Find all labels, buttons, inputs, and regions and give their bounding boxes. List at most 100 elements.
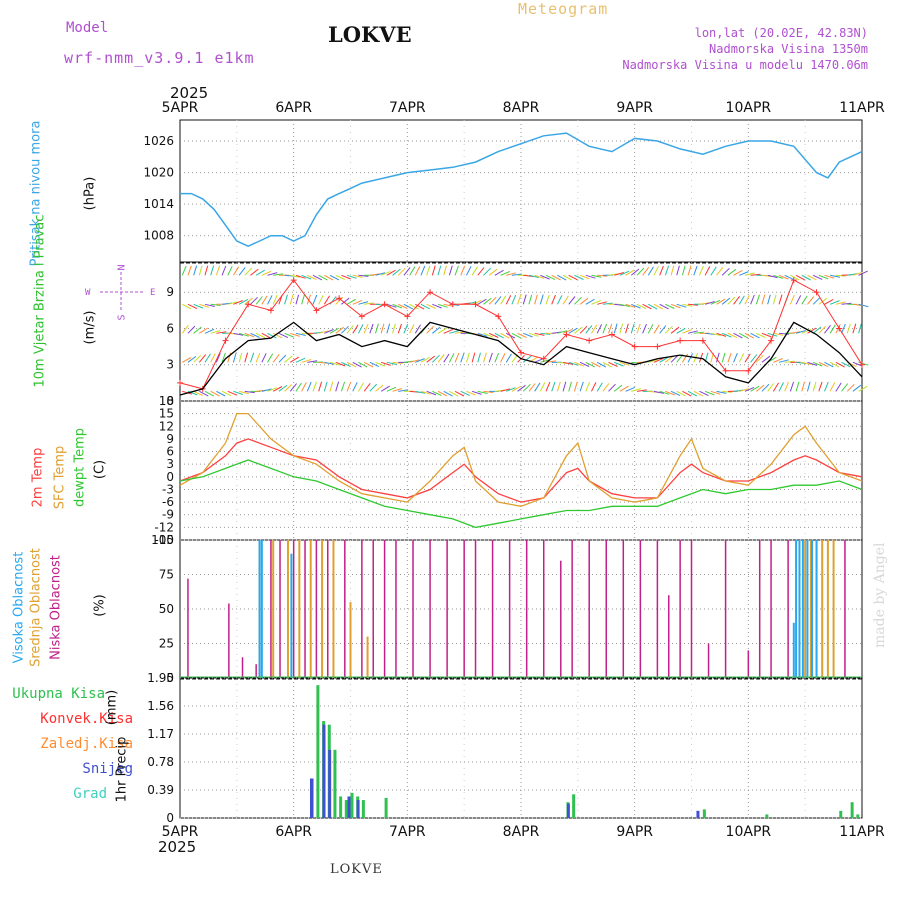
wind-arrow — [528, 383, 536, 392]
wind-arrow — [619, 385, 629, 392]
wind-arrow — [267, 332, 277, 339]
gust-marker — [427, 289, 434, 296]
wind-arrow — [596, 382, 603, 392]
wind-arrow — [665, 325, 673, 334]
wind-arrow — [392, 361, 403, 364]
wind-arrow — [687, 330, 698, 334]
wind-arrow — [238, 332, 249, 337]
wind-arrow — [556, 295, 563, 305]
wind-arrow — [852, 384, 862, 392]
wind-arrow — [295, 274, 306, 279]
wind-arrow — [830, 274, 841, 278]
wind-arrow — [716, 267, 724, 276]
wind-arrow — [852, 323, 857, 334]
wind-arrow — [659, 265, 664, 276]
gust-marker — [836, 325, 843, 332]
wind-arrow — [688, 303, 699, 306]
wind-arrow — [409, 324, 415, 334]
y-tick-label-4: 1.17 — [147, 727, 174, 741]
wind-arrow — [687, 353, 694, 363]
wind-arrow — [846, 323, 851, 334]
wind-arrow — [449, 330, 460, 334]
wind-arrow — [386, 303, 397, 308]
y-tick-label-4: 0 — [166, 811, 174, 825]
gust-marker — [631, 343, 638, 350]
wind-arrow — [551, 274, 561, 281]
wind-arrow — [363, 323, 369, 334]
gust-marker — [768, 337, 775, 344]
wind-arrow — [795, 295, 802, 305]
wind-arrow — [323, 295, 331, 305]
wind-arrow — [358, 274, 369, 277]
wind-arrow — [698, 265, 704, 276]
wind-arrow — [727, 352, 732, 363]
wind-arrow — [750, 332, 760, 339]
wind-arrow — [534, 332, 545, 336]
wind-arrow — [784, 274, 794, 281]
wind-arrow — [801, 361, 812, 365]
wind-arrow — [511, 294, 517, 305]
wind-arrow — [494, 269, 504, 276]
wind-arrow — [767, 294, 771, 305]
x-tick-label-top: 6APR — [275, 100, 312, 116]
wind-arrow — [415, 303, 425, 310]
wind-arrow — [312, 294, 318, 305]
wind-arrow — [778, 359, 789, 363]
gust-marker — [518, 349, 524, 356]
legend-rain-total: Ukupna Kisa — [12, 686, 105, 702]
wind-arrow — [437, 354, 445, 363]
wind-arrow — [841, 383, 849, 392]
wind-arrow — [670, 265, 675, 276]
wind-arrow — [807, 274, 817, 281]
wind-arrow — [500, 271, 510, 276]
x-tick-label-bottom: 7APR — [389, 824, 426, 840]
wind-arrow — [267, 387, 277, 392]
wind-arrow — [204, 265, 209, 276]
wind-arrow — [835, 361, 845, 368]
wind-arrow — [846, 383, 855, 392]
wind-arrow — [540, 274, 550, 280]
precip-bar-snow — [322, 724, 326, 818]
wind-arrow — [721, 267, 730, 276]
precip-bar-total — [344, 800, 348, 818]
wind-arrow — [216, 390, 226, 397]
wind-arrow — [198, 354, 207, 363]
wind-arrow — [841, 302, 852, 305]
wind-arrow — [613, 384, 623, 392]
wind-arrow — [295, 382, 302, 392]
wind-arrow — [722, 390, 733, 393]
wind-arrow — [193, 303, 204, 309]
wind-arrow — [307, 274, 317, 280]
wind-arrow — [392, 388, 403, 392]
wind-arrow — [244, 267, 253, 276]
wind-arrow — [682, 329, 692, 334]
wind-arrow — [630, 268, 640, 276]
wind-arrow — [653, 324, 660, 334]
wind-arrow — [369, 361, 380, 368]
wind-arrow — [704, 266, 711, 276]
wind-arrow — [647, 266, 654, 276]
wind-arrow — [250, 332, 260, 338]
wind-arrow — [608, 323, 613, 334]
wind-arrow — [352, 324, 359, 334]
wind-arrow — [449, 390, 459, 397]
wind-arrow — [238, 352, 243, 363]
wind-arrow — [358, 361, 368, 368]
wind-arrow — [301, 382, 307, 392]
wind-arrow — [278, 332, 289, 339]
y-tick-label-3: 25 — [159, 637, 174, 651]
wind-arrow — [761, 332, 772, 338]
wind-arrow — [233, 332, 244, 336]
wind-arrow — [403, 303, 414, 310]
y-tick-label-0: 1008 — [143, 229, 174, 243]
y-tick-label-2: -6 — [162, 495, 174, 509]
wind-arrow — [528, 274, 539, 278]
wind-arrow — [494, 332, 504, 339]
wind-arrow — [494, 296, 502, 305]
wind-arrow — [528, 294, 533, 305]
wind-arrow — [215, 352, 221, 363]
gust-marker — [177, 379, 183, 386]
wind-arrow — [238, 267, 246, 276]
wind-arrow — [539, 294, 544, 305]
wind-arrow — [614, 361, 624, 367]
